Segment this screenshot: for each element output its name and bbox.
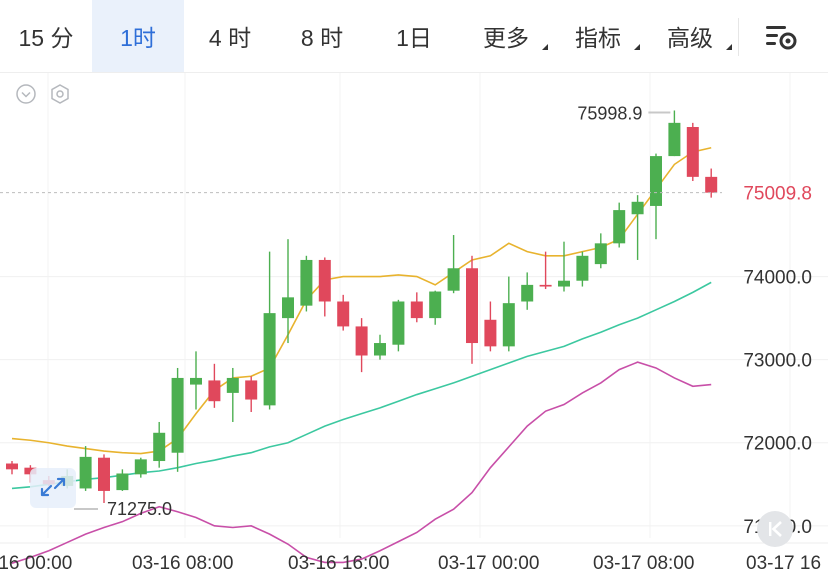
tab-3[interactable]: 8 时	[276, 0, 368, 72]
y-tick-label: 73000.0	[743, 351, 812, 372]
high-price-label: 75998.9	[577, 103, 642, 123]
candle-body	[392, 301, 405, 345]
tab-1[interactable]: 1时	[92, 0, 184, 72]
candle-body	[300, 259, 313, 306]
timeframe-tabbar: 15 分 1时 4 时 8 时 1日 更多 指标 高级	[0, 0, 828, 72]
candle-body	[79, 456, 92, 489]
candle-body	[282, 297, 294, 319]
candle-body	[576, 255, 589, 281]
candle-body	[153, 432, 166, 462]
dropdown-caret-icon	[542, 44, 548, 50]
candle-body	[134, 459, 147, 475]
y-tick-label: 72000.0	[743, 434, 812, 455]
tab-label: 4 时	[208, 25, 252, 51]
chevron-double-left-icon	[769, 521, 782, 537]
dropdown-caret-icon	[634, 44, 640, 50]
candle-body	[613, 210, 626, 244]
candle-body	[429, 291, 442, 319]
x-tick-label: 03-16 16:00	[288, 553, 389, 574]
candle-body	[318, 259, 331, 302]
candle-body	[98, 457, 110, 491]
tab-6[interactable]: 指标	[552, 0, 644, 72]
tab-4[interactable]: 1日	[368, 0, 460, 72]
indicator-toggle-button[interactable]	[14, 82, 38, 106]
x-tick-label: 03-16 08:00	[132, 553, 233, 574]
scroll-to-latest-button[interactable]	[757, 511, 793, 547]
candle-body	[686, 127, 699, 177]
candle-body	[466, 268, 478, 344]
ma-short-line	[11, 147, 712, 455]
candle-body	[447, 268, 460, 291]
candle-body	[539, 284, 552, 287]
indicator-settings-button[interactable]	[48, 82, 72, 106]
candle-body	[190, 377, 202, 385]
x-tick-label: 03-17 00:00	[438, 553, 539, 574]
tab-label: 8 时	[300, 25, 344, 51]
expand-chart-button[interactable]	[30, 468, 76, 508]
hexagon-settings-icon	[51, 84, 69, 104]
tab-separator	[738, 18, 739, 56]
candle-body	[650, 156, 662, 206]
tab-label: 更多	[483, 25, 529, 51]
candle-body	[502, 303, 515, 347]
candle-body	[226, 377, 239, 393]
candle-body	[410, 301, 423, 319]
tab-label: 1日	[396, 25, 432, 51]
x-tick-label: 03-17 16	[746, 553, 821, 574]
candle-body	[116, 473, 129, 491]
candle-body	[521, 284, 534, 302]
tabbar-divider	[0, 72, 828, 73]
candle-body	[337, 301, 350, 327]
expand-arrows-icon	[40, 477, 66, 497]
tab-2[interactable]: 4 时	[184, 0, 276, 72]
candle-body	[484, 319, 497, 347]
candle-body	[355, 326, 368, 356]
tab-label: 高级	[667, 25, 713, 51]
candle-body	[374, 343, 386, 356]
dropdown-caret-icon	[726, 44, 732, 50]
x-tick-label: -16 00:00	[0, 553, 72, 574]
candle-body	[171, 377, 184, 453]
candle-body	[631, 201, 644, 215]
chart-settings-button[interactable]	[760, 18, 800, 56]
candle-body	[6, 463, 18, 470]
candle-body	[668, 122, 681, 157]
low-price-label: 71275.0	[107, 499, 172, 519]
candle-body	[594, 243, 607, 265]
x-tick-label: 03-17 08:00	[593, 553, 694, 574]
chevron-down-circle-icon	[16, 84, 36, 104]
tab-label: 指标	[575, 25, 621, 51]
chart-settings-icon	[766, 26, 797, 50]
tab-5[interactable]: 更多	[460, 0, 552, 72]
candle-body	[263, 313, 276, 406]
candle-body	[705, 176, 718, 193]
candle-body	[245, 380, 258, 400]
candle-body	[208, 380, 221, 402]
y-tick-label: 74000.0	[743, 268, 812, 289]
tab-7[interactable]: 高级	[644, 0, 736, 72]
tab-label: 15 分	[18, 25, 74, 51]
current-price-label: 75009.8	[743, 184, 812, 205]
tab-0[interactable]: 15 分	[0, 0, 92, 72]
ma-mid-line	[11, 281, 712, 490]
tab-label: 1时	[120, 25, 156, 51]
ma-long-line	[11, 361, 712, 564]
candle-body	[558, 280, 570, 287]
